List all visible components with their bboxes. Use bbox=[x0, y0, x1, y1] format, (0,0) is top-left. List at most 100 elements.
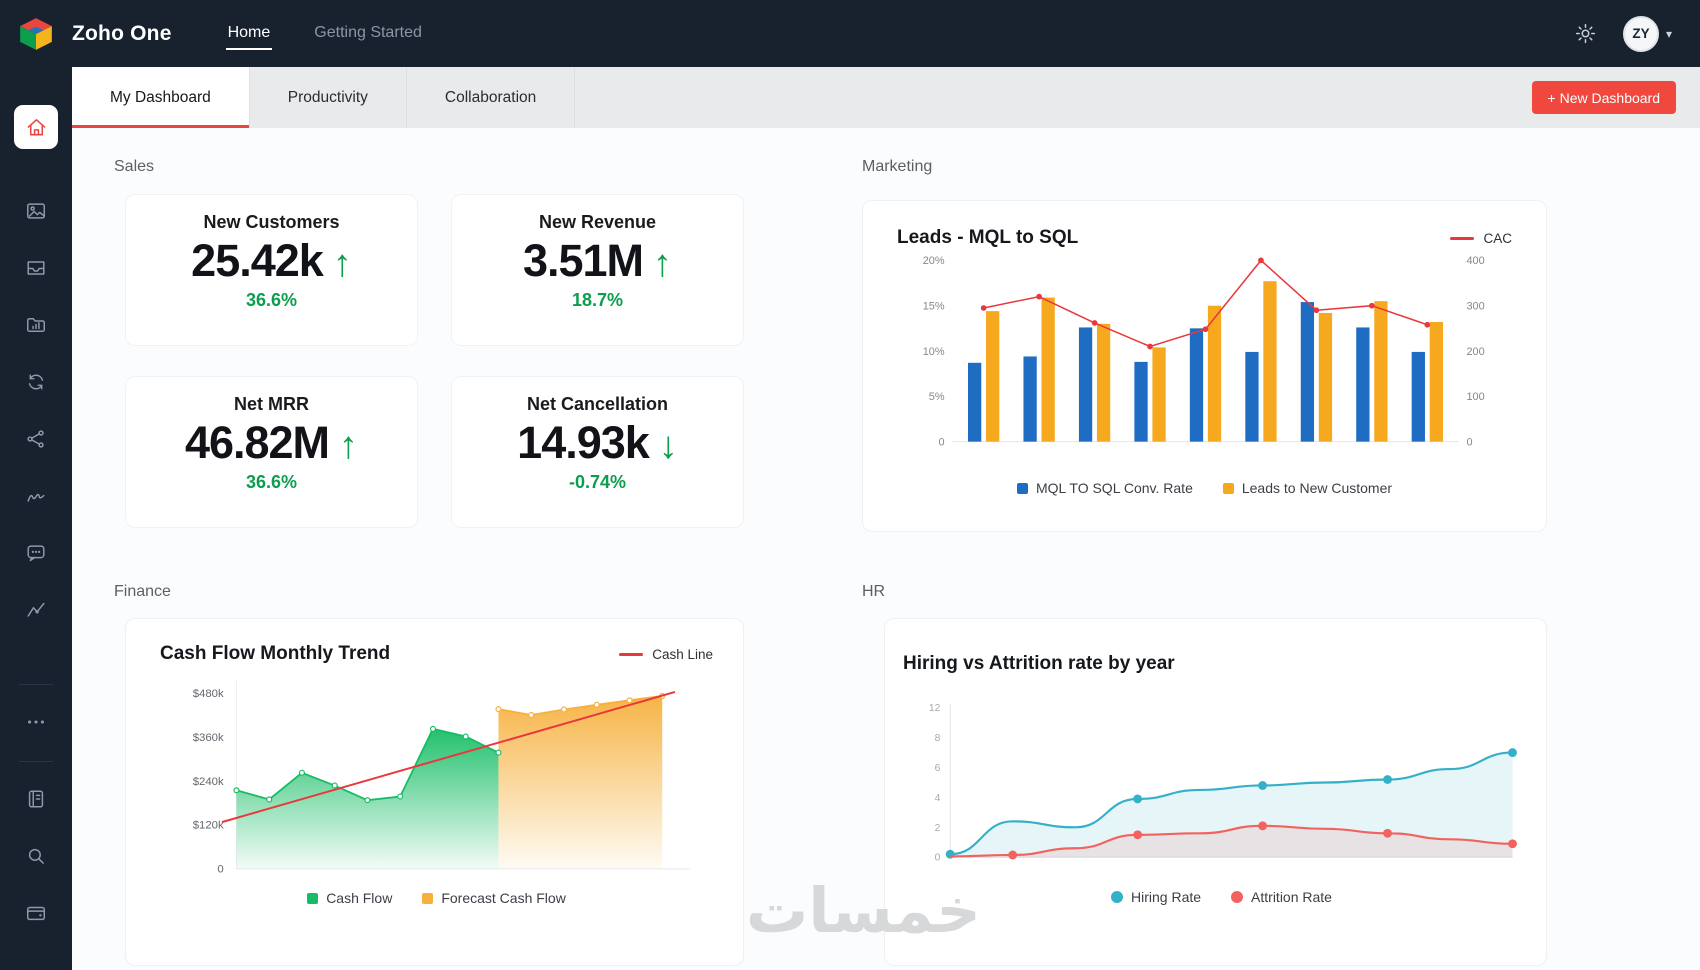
green-square-swatch bbox=[307, 892, 319, 904]
zoho-logo[interactable] bbox=[0, 15, 72, 53]
sidebar-item-folder-analytics[interactable] bbox=[14, 303, 58, 347]
sales-kpi-grid: New Customers 25.42k ↑ 36.6% New Revenue … bbox=[125, 194, 744, 528]
svg-text:200: 200 bbox=[1466, 346, 1484, 358]
kpi-label: Net MRR bbox=[234, 394, 309, 414]
sidebar-item-notebook[interactable] bbox=[14, 777, 58, 821]
legend-mql-to-sql[interactable]: MQL TO SQL Conv. Rate bbox=[1016, 480, 1193, 496]
trend-down-arrow-icon: ↓ bbox=[658, 425, 678, 467]
sidebar-item-network[interactable] bbox=[14, 417, 58, 461]
sync-icon bbox=[28, 374, 44, 390]
legend-forecast-cash-flow[interactable]: Forecast Cash Flow bbox=[422, 890, 566, 906]
legend-hiring-rate[interactable]: Hiring Rate bbox=[1111, 889, 1201, 905]
legend-leads-to-new-customer[interactable]: Leads to New Customer bbox=[1222, 480, 1392, 496]
section-title-sales: Sales bbox=[114, 158, 155, 175]
folder-chart-icon bbox=[27, 318, 45, 332]
home-icon bbox=[27, 118, 45, 135]
hiring-attrition-chart: 0 2 4 6 8 12 bbox=[929, 703, 1517, 864]
topbar-right: ZY ▾ bbox=[1574, 15, 1700, 52]
sidebar-item-gallery[interactable] bbox=[14, 189, 58, 233]
kpi-card-new-customers: New Customers 25.42k ↑ 36.6% bbox=[125, 194, 418, 346]
watermark: خمسات bbox=[746, 874, 981, 947]
chart-head: Hiring vs Attrition rate by year bbox=[903, 653, 1540, 675]
yellow-square-swatch bbox=[1222, 482, 1234, 494]
hr-chart-card: Hiring vs Attrition rate by year 0 2 4 6 8 12… bbox=[884, 618, 1547, 966]
red-line-swatch bbox=[619, 653, 644, 656]
sidebar-item-chat[interactable] bbox=[14, 531, 58, 575]
svg-text:$480k: $480k bbox=[193, 688, 224, 700]
sidebar-item-signature[interactable] bbox=[14, 474, 58, 518]
kpi-card-net-mrr: Net MRR 46.82M ↑ 36.6% bbox=[125, 376, 418, 528]
chart-title-leads: Leads - MQL to SQL bbox=[897, 227, 1079, 248]
tab-my-dashboard[interactable]: My Dashboard bbox=[72, 67, 250, 128]
leads-mql-sql-chart: 0 5% 10% 15% 20% 0 100 200 300 400 bbox=[923, 255, 1485, 448]
sidebar-item-more[interactable] bbox=[14, 700, 58, 744]
legend-cash-flow[interactable]: Cash Flow bbox=[307, 890, 392, 906]
svg-text:$120k: $120k bbox=[193, 820, 224, 832]
kpi-label: New Customers bbox=[203, 212, 340, 232]
sidebar-item-inbox[interactable] bbox=[14, 246, 58, 290]
sidebar-item-home[interactable] bbox=[14, 105, 58, 149]
cash-legend: Cash Flow Forecast Cash Flow bbox=[160, 890, 713, 906]
topbar: Zoho One Home Getting Started ZY ▾ bbox=[0, 0, 1700, 67]
svg-text:$240k: $240k bbox=[193, 776, 224, 788]
trend-up-arrow-icon: ↑ bbox=[332, 243, 352, 285]
chart-title-hiring-attrition: Hiring vs Attrition rate by year bbox=[903, 653, 1175, 674]
sidebar-item-wallet[interactable] bbox=[14, 891, 58, 935]
red-dot-swatch bbox=[1231, 891, 1244, 903]
svg-text:$360k: $360k bbox=[193, 732, 224, 744]
svg-text:0: 0 bbox=[1466, 436, 1472, 448]
sidebar-divider bbox=[19, 761, 53, 762]
brand-title: Zoho One bbox=[72, 21, 172, 45]
zoho-logo-icon bbox=[20, 17, 52, 50]
yellow-square-swatch bbox=[422, 892, 434, 904]
finance-chart-card: Cash Flow Monthly Trend Cash Line 0 $120k… bbox=[125, 618, 744, 966]
section-title-finance: Finance bbox=[114, 583, 171, 600]
tab-productivity[interactable]: Productivity bbox=[250, 67, 407, 128]
sidebar-item-analytics[interactable] bbox=[14, 588, 58, 632]
dashboard-content: Sales Marketing Finance HR New Customers… bbox=[72, 128, 1700, 970]
kpi-value: 3.51M ↑ bbox=[522, 235, 673, 286]
kpi-value: 46.82M ↑ bbox=[184, 417, 359, 468]
nav-getting-started[interactable]: Getting Started bbox=[314, 23, 422, 41]
legend-cac[interactable]: CAC bbox=[1450, 231, 1512, 246]
red-line-swatch bbox=[1450, 237, 1475, 240]
kpi-value: 25.42k ↑ bbox=[191, 235, 352, 286]
svg-text:10%: 10% bbox=[923, 346, 945, 358]
legend-attrition-rate[interactable]: Attrition Rate bbox=[1231, 889, 1332, 905]
tab-collaboration[interactable]: Collaboration bbox=[407, 67, 576, 128]
new-dashboard-button[interactable]: + New Dashboard bbox=[1531, 81, 1676, 114]
cash-flow-chart: 0 $120k $240k $360k $480k bbox=[193, 680, 690, 876]
blue-square-swatch bbox=[1016, 482, 1028, 494]
chevron-down-icon: ▾ bbox=[1665, 26, 1672, 41]
settings-gear-icon[interactable] bbox=[1574, 22, 1597, 45]
kpi-delta: 18.7% bbox=[571, 289, 624, 310]
kpi-delta: 36.6% bbox=[245, 289, 298, 310]
section-title-marketing: Marketing bbox=[862, 158, 933, 175]
leads-legend: MQL TO SQL Conv. Rate Leads to New Custo… bbox=[897, 480, 1512, 496]
gallery-icon bbox=[27, 203, 45, 219]
svg-text:20%: 20% bbox=[923, 255, 945, 267]
section-title-hr: HR bbox=[862, 583, 886, 600]
svg-text:8: 8 bbox=[935, 733, 941, 744]
avatar[interactable]: ZY bbox=[1622, 15, 1659, 52]
sidebar bbox=[0, 67, 72, 970]
sidebar-item-search[interactable] bbox=[14, 834, 58, 878]
wallet-icon bbox=[27, 906, 45, 921]
user-menu[interactable]: ZY ▾ bbox=[1622, 15, 1672, 52]
more-ellipsis-icon bbox=[28, 720, 44, 724]
chart-head: Cash Flow Monthly Trend Cash Line bbox=[160, 643, 713, 665]
signature-icon bbox=[27, 493, 45, 502]
kpi-card-net-cancellation: Net Cancellation 14.93k ↓ -0.74% bbox=[451, 376, 744, 528]
kpi-label: Net Cancellation bbox=[526, 394, 669, 414]
notebook-icon bbox=[28, 790, 44, 808]
sidebar-item-sync[interactable] bbox=[14, 360, 58, 404]
svg-text:4: 4 bbox=[935, 793, 941, 804]
svg-text:300: 300 bbox=[1466, 300, 1484, 312]
nav-home[interactable]: Home bbox=[225, 18, 273, 50]
trend-up-arrow-icon: ↑ bbox=[653, 243, 673, 285]
trend-up-arrow-icon: ↑ bbox=[339, 425, 359, 467]
kpi-delta: -0.74% bbox=[568, 471, 627, 492]
legend-cash-line[interactable]: Cash Line bbox=[619, 647, 713, 662]
svg-text:0: 0 bbox=[935, 853, 941, 864]
